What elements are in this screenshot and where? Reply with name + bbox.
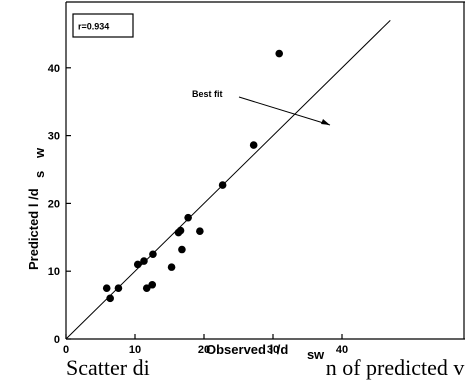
x-tick-label: 40 xyxy=(336,344,348,356)
x-axis-label-sub: s xyxy=(307,347,314,362)
data-point xyxy=(275,49,284,58)
caption-left: Scatter di xyxy=(66,356,150,380)
data-point xyxy=(142,284,151,292)
y-tick-label: 20 xyxy=(48,198,60,210)
data-point xyxy=(114,284,123,292)
data-point xyxy=(148,280,157,289)
data-point xyxy=(140,257,148,265)
y-axis-label-sub2: w xyxy=(32,147,47,159)
y-tick-label: 40 xyxy=(48,63,60,75)
y-axis-label: Predicted l /d xyxy=(26,188,41,270)
x-ticks: 0 10 20 30 40 xyxy=(63,334,348,356)
y-tick-label: 30 xyxy=(48,131,60,143)
data-point xyxy=(133,260,142,269)
best-fit-line xyxy=(66,19,391,339)
data-point xyxy=(102,284,111,292)
data-point xyxy=(218,181,227,189)
data-point xyxy=(167,263,176,271)
x-tick-label: 20 xyxy=(198,344,210,356)
legend-box: r=0.934 xyxy=(72,13,134,38)
data-point xyxy=(106,294,114,303)
x-tick-label: 0 xyxy=(63,344,69,356)
y-tick-label: 0 xyxy=(54,334,60,346)
data-points xyxy=(102,49,284,303)
best-fit-label: Best fit xyxy=(192,89,223,99)
data-point xyxy=(184,213,192,222)
y-tick-label: 10 xyxy=(48,266,60,278)
x-axis-label-main: Observed l /d xyxy=(206,342,288,357)
y-ticks: 10 20 30 40 0 xyxy=(48,63,71,346)
caption-right: n of predicted v xyxy=(325,356,465,380)
data-point xyxy=(149,250,157,259)
data-point xyxy=(176,226,185,235)
data-point xyxy=(196,227,204,235)
figure-caption: Scatter di n of predicted v xyxy=(66,356,465,380)
x-tick-label: 30 xyxy=(267,344,279,356)
y-axis-label-sub: s xyxy=(32,171,47,178)
x-axis-label-sub2: w xyxy=(313,347,325,362)
data-point xyxy=(249,141,258,149)
x-axis-label: Observed l /d xyxy=(206,342,288,357)
legend-text: r=0.934 xyxy=(78,22,109,32)
best-fit-arrow xyxy=(238,96,331,126)
x-tick-label: 10 xyxy=(129,344,141,356)
data-point xyxy=(178,245,186,254)
